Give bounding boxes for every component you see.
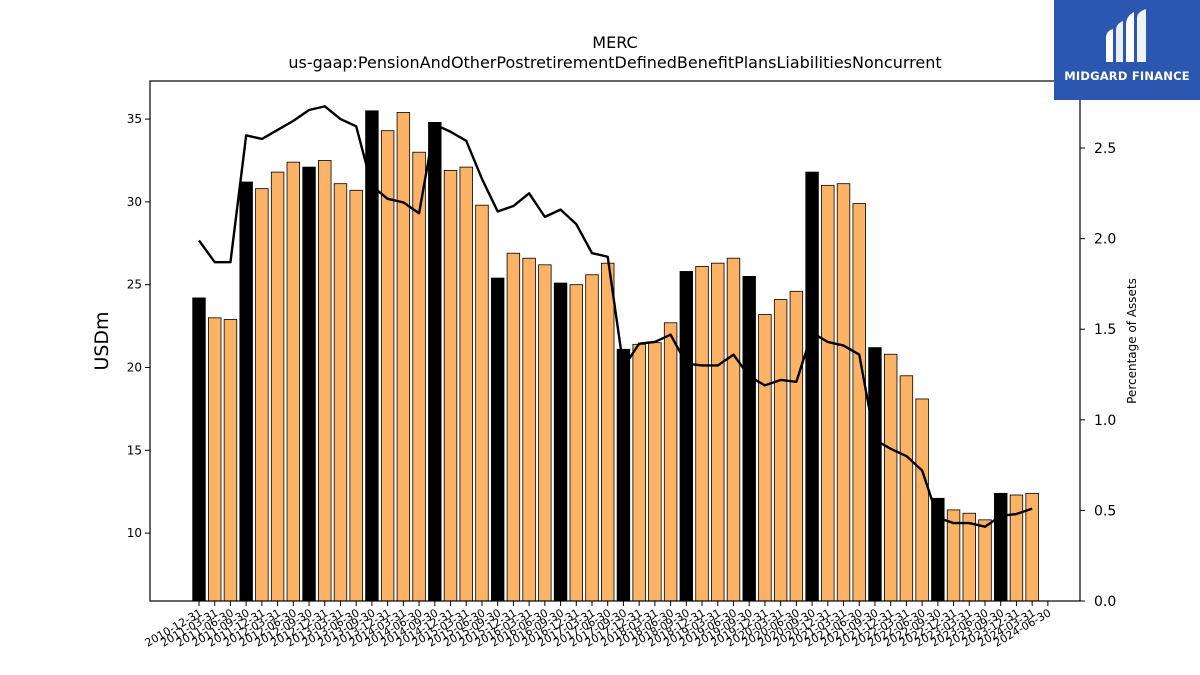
y-axis-right: 0.0 0.5 1.0 1.5 2.0 2.5 <box>1080 141 1116 610</box>
bar <box>396 112 411 602</box>
bar <box>868 347 882 602</box>
y2-axis-label: Percentage of Assets <box>1125 278 1139 404</box>
midgard-logo-icon <box>1106 9 1146 62</box>
y-axis-label: USDm <box>91 311 113 370</box>
bar <box>789 290 804 602</box>
bar <box>208 317 222 602</box>
percentage-line-group <box>198 105 1033 528</box>
bar <box>836 183 851 602</box>
bar <box>286 161 301 602</box>
bars-group <box>192 110 1039 602</box>
bar <box>553 282 568 602</box>
bar <box>679 271 694 602</box>
bar <box>255 188 269 602</box>
bar <box>192 297 206 602</box>
bar <box>601 262 615 602</box>
bar <box>239 181 253 602</box>
y2-tick-label: 1.0 <box>1094 413 1116 429</box>
y2-tick-label: 2.5 <box>1094 141 1116 157</box>
bar <box>506 252 521 602</box>
bar <box>380 130 395 602</box>
x-axis: 2010-12-312011-03-312011-06-302011-09-30… <box>143 601 1053 650</box>
brand-logo: MIDGARD FINANCE <box>1054 0 1200 100</box>
bar <box>758 314 772 602</box>
bar <box>962 512 976 602</box>
bar <box>333 183 348 602</box>
bar <box>821 184 835 602</box>
bar <box>852 203 866 602</box>
bar <box>302 166 316 602</box>
bar <box>773 299 788 602</box>
y-axis-left: 10 15 20 25 30 35 <box>127 112 150 540</box>
bar <box>695 266 709 602</box>
bar <box>726 257 741 602</box>
bar <box>223 319 238 602</box>
bar <box>585 274 599 602</box>
bar <box>931 497 945 602</box>
bar <box>994 492 1008 602</box>
y2-tick-label: 0.0 <box>1094 594 1116 610</box>
bar <box>648 342 662 602</box>
brand-name: MIDGARD FINANCE <box>1064 69 1190 83</box>
bar <box>443 170 458 602</box>
bar <box>711 262 725 602</box>
plot-frame <box>149 80 1081 602</box>
chart-title: MERC <box>592 33 637 52</box>
bar <box>522 257 536 602</box>
bar <box>428 122 442 602</box>
chart-subtitle: us-gaap:PensionAndOtherPostretirementDef… <box>288 53 941 72</box>
bar <box>569 284 583 602</box>
bar <box>490 277 505 602</box>
bar <box>475 204 489 602</box>
y2-tick-label: 2.0 <box>1094 232 1116 248</box>
y2-tick-label: 0.5 <box>1094 503 1116 519</box>
bar <box>978 519 992 602</box>
bar <box>915 398 929 602</box>
bar <box>742 276 756 602</box>
bar <box>1009 494 1024 602</box>
bar <box>459 166 473 602</box>
y-tick-label: 25 <box>127 278 142 292</box>
percentage-line <box>198 105 1033 528</box>
bar <box>632 343 646 602</box>
y2-tick-label: 1.5 <box>1094 322 1116 338</box>
bar <box>349 189 363 602</box>
y-tick-label: 15 <box>127 443 142 457</box>
y-tick-label: 10 <box>127 526 142 540</box>
bar <box>899 375 914 602</box>
bar <box>616 348 631 602</box>
y-tick-label: 35 <box>127 112 142 126</box>
y-tick-label: 20 <box>127 360 142 374</box>
bar <box>663 322 678 602</box>
bar <box>805 171 819 602</box>
bar <box>538 264 552 602</box>
bar <box>270 171 285 602</box>
bar <box>883 353 898 602</box>
bar <box>318 160 332 602</box>
y-tick-label: 30 <box>127 195 142 209</box>
bar <box>412 151 426 602</box>
